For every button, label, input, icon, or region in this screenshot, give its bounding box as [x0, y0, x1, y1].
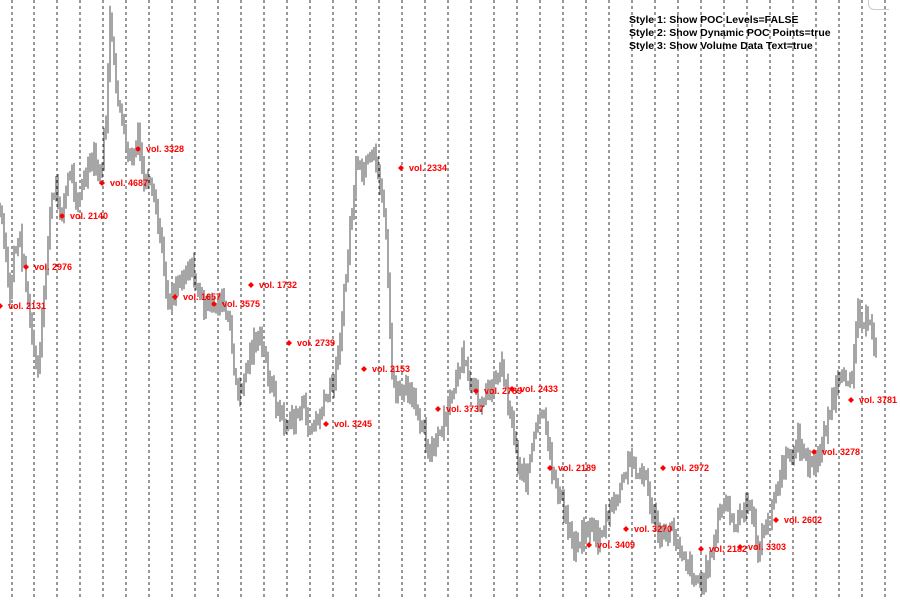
- legend-line-style-3: Style 3: Show Volume Data Text=true: [629, 40, 813, 52]
- poc-volume-label: vol. 3328: [146, 144, 184, 154]
- poc-volume-label: vol. 3781: [859, 395, 897, 405]
- poc-volume-label: vol. 2433: [520, 384, 558, 394]
- poc-volume-label: vol. 3575: [222, 299, 260, 309]
- poc-points: vol. 2131 vol. 2976 vol. 2140 vol. 4687 vol.…: [0, 144, 897, 554]
- poc-volume-label: vol. 2972: [671, 463, 709, 473]
- poc-volume-label: vol. 2976: [34, 262, 72, 272]
- poc-point-marker: [737, 544, 743, 550]
- poc-volume-label: vol. 2131: [8, 301, 46, 311]
- poc-point-marker: [698, 546, 704, 552]
- legend-line-style-1: Style 1: Show POC Levels=FALSE: [629, 14, 799, 26]
- poc-point-marker: [248, 282, 254, 288]
- poc-volume-label: vol. 2602: [784, 515, 822, 525]
- poc-point-marker: [286, 340, 292, 346]
- corner-scroll-marker: [868, 0, 889, 10]
- poc-point-marker: [435, 406, 441, 412]
- poc-volume-label: vol. 3270: [634, 524, 672, 534]
- poc-point-marker: [509, 386, 515, 392]
- poc-volume-label: vol. 2334: [409, 163, 447, 173]
- poc-point-marker: [323, 421, 329, 427]
- period-separators: [11, 0, 886, 600]
- poc-point-marker: [59, 213, 65, 219]
- poc-volume-label: vol. 3303: [748, 542, 786, 552]
- poc-point-marker: [0, 303, 3, 309]
- poc-volume-label: vol. 3245: [334, 419, 372, 429]
- poc-volume-label: vol. 2739: [297, 338, 335, 348]
- poc-volume-label: vol. 2153: [372, 364, 410, 374]
- indicator-legend: Style 1: Show POC Levels=FALSE Style 2: …: [629, 14, 831, 52]
- poc-volume-label: vol. 2140: [70, 211, 108, 221]
- poc-volume-label: vol. 1657: [183, 292, 221, 302]
- poc-volume-label: vol. 4687: [110, 178, 148, 188]
- poc-volume-label: vol. 2189: [558, 463, 596, 473]
- poc-volume-label: vol. 3737: [446, 404, 484, 414]
- poc-point-marker: [811, 449, 817, 455]
- poc-point-marker: [773, 517, 779, 523]
- poc-point-marker: [172, 294, 178, 300]
- poc-point-marker: [99, 180, 105, 186]
- poc-point-marker: [473, 388, 479, 394]
- poc-point-marker: [660, 465, 666, 471]
- poc-point-marker: [848, 397, 854, 403]
- poc-point-marker: [398, 165, 404, 171]
- poc-point-marker: [547, 465, 553, 471]
- poc-point-marker: [586, 542, 592, 548]
- poc-point-marker: [211, 301, 217, 307]
- poc-volume-label: vol. 2789: [484, 386, 522, 396]
- poc-point-marker: [23, 264, 29, 270]
- legend-line-style-2: Style 2: Show Dynamic POC Points=true: [629, 27, 831, 39]
- poc-volume-label: vol. 3278: [822, 447, 860, 457]
- poc-volume-label: vol. 2182: [709, 544, 747, 554]
- poc-point-marker: [361, 366, 367, 372]
- poc-point-marker: [135, 146, 141, 152]
- price-bars: [0, 5, 877, 595]
- poc-volume-label: vol. 3409: [597, 540, 635, 550]
- poc-volume-label: vol. 1732: [259, 280, 297, 290]
- poc-point-marker: [623, 526, 629, 532]
